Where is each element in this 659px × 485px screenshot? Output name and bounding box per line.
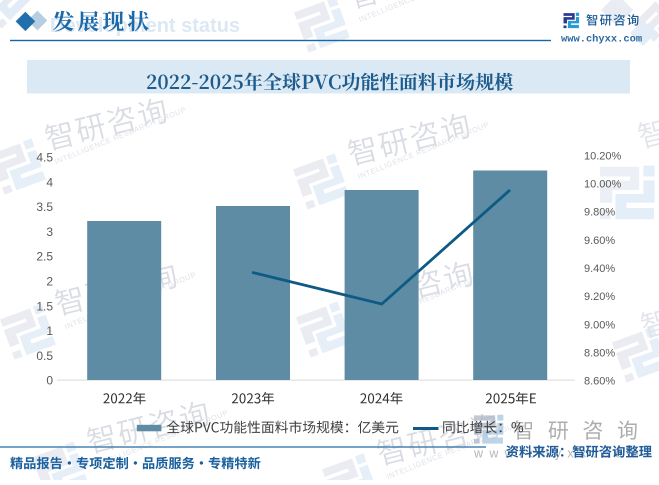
svg-text:0: 0	[46, 374, 53, 388]
svg-text:www.chyxx.com: www.chyxx.com	[473, 447, 645, 461]
svg-text:9.40%: 9.40%	[584, 263, 615, 275]
svg-text:4: 4	[46, 175, 53, 189]
svg-text:2: 2	[46, 275, 53, 289]
svg-text:8.80%: 8.80%	[584, 348, 615, 360]
svg-text:2.5: 2.5	[36, 250, 53, 264]
svg-text:1: 1	[46, 324, 53, 338]
svg-text:9.80%: 9.80%	[584, 207, 615, 219]
svg-text:10.20%: 10.20%	[584, 150, 622, 162]
svg-text:0.5: 0.5	[36, 349, 53, 363]
svg-text:4.5: 4.5	[36, 151, 53, 165]
svg-text:3: 3	[46, 225, 53, 239]
svg-text:1.5: 1.5	[36, 299, 53, 313]
svg-text:9.60%: 9.60%	[584, 235, 615, 247]
svg-text:9.20%: 9.20%	[584, 291, 615, 303]
svg-text:10.00%: 10.00%	[584, 179, 622, 191]
svg-text:9.00%: 9.00%	[584, 319, 615, 331]
svg-text:8.60%: 8.60%	[584, 376, 615, 388]
svg-text:3.5: 3.5	[36, 200, 53, 214]
svg-text:www.chyxx.com: www.chyxx.com	[561, 34, 642, 46]
